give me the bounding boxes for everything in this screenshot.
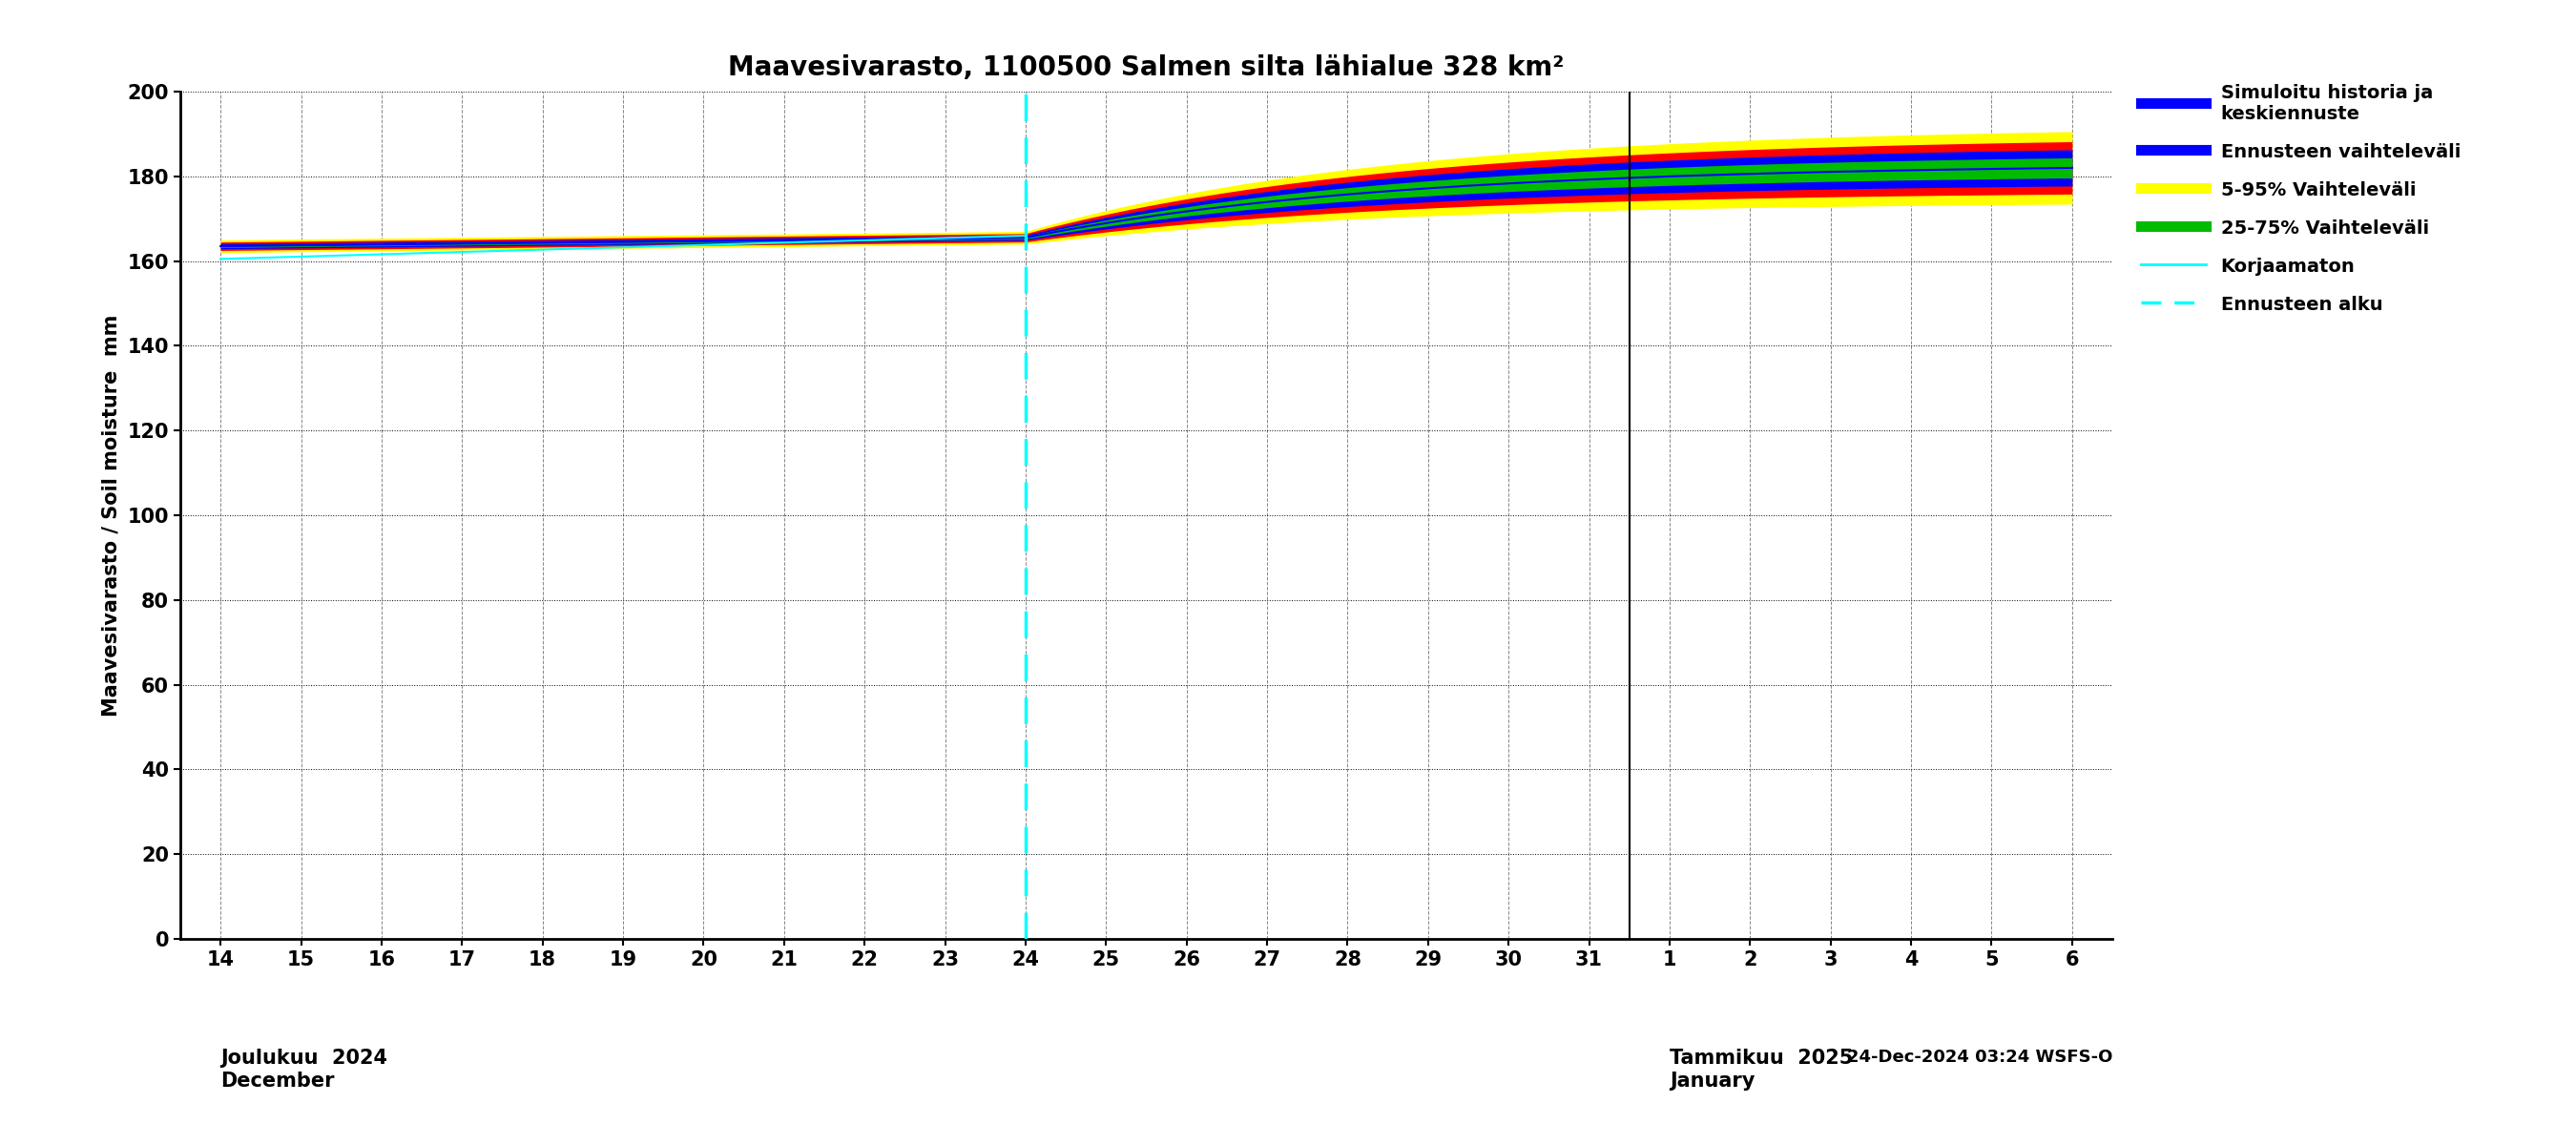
Title: Maavesivarasto, 1100500 Salmen silta lähialue 328 km²: Maavesivarasto, 1100500 Salmen silta läh… — [729, 55, 1564, 81]
Text: Tammikuu  2025
January: Tammikuu 2025 January — [1669, 1049, 1852, 1090]
Text: 24-Dec-2024 03:24 WSFS-O: 24-Dec-2024 03:24 WSFS-O — [1847, 1049, 2112, 1066]
Text: Joulukuu  2024
December: Joulukuu 2024 December — [222, 1049, 386, 1090]
Legend: Simuloitu historia ja
keskiennuste, Ennusteen vaihteleväli, 5-95% Vaihteleväli, : Simuloitu historia ja keskiennuste, Ennu… — [2141, 84, 2460, 314]
Y-axis label: Maavesivarasto / Soil moisture  mm: Maavesivarasto / Soil moisture mm — [103, 314, 121, 717]
